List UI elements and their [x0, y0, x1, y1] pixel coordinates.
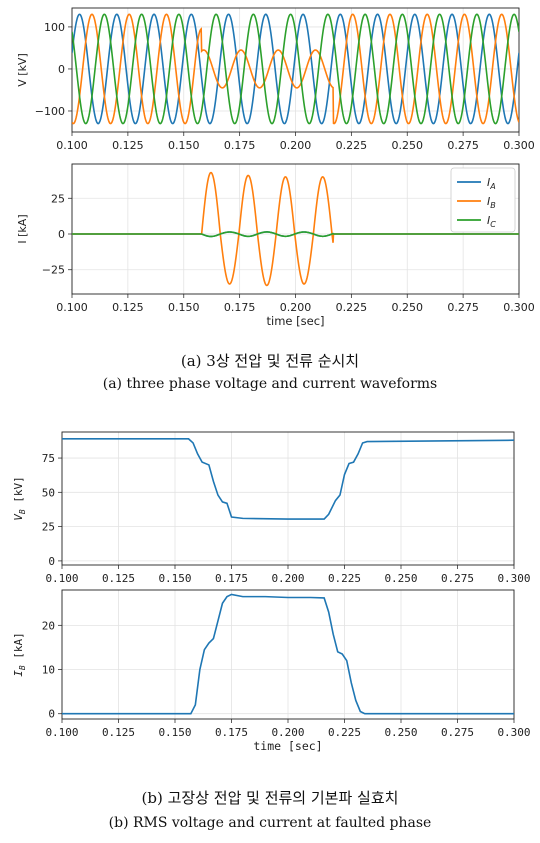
legend-label-symbol: I — [487, 214, 490, 227]
x-tick-label: 0.175 — [224, 301, 256, 314]
legend-label-i-a: IA — [487, 176, 496, 191]
y-label-symbol: V — [12, 513, 25, 521]
x-tick-label: 0.225 — [328, 572, 361, 585]
x-tick-label: 0.150 — [158, 726, 191, 739]
y-tick-label: 10 — [42, 664, 55, 677]
x-tick-label: 0.175 — [224, 139, 256, 152]
x-tick-label: 0.275 — [447, 139, 479, 152]
x-tick-label: 0.125 — [102, 726, 135, 739]
x-axis-label: time [sec] — [267, 314, 325, 328]
x-tick-label: 0.200 — [271, 572, 304, 585]
y-label-subscript: B — [18, 509, 27, 514]
x-tick-label: 0.225 — [336, 301, 368, 314]
x-tick-label: 0.225 — [328, 726, 361, 739]
y-tick-label: 0 — [58, 228, 65, 241]
x-tick-label: 0.275 — [441, 572, 474, 585]
legend-box — [450, 167, 516, 233]
caption-b-english: (b) RMS voltage and current at faulted p… — [108, 815, 432, 831]
legend-label-symbol: I — [487, 195, 490, 208]
y-tick-label: 50 — [42, 486, 55, 499]
caption-a-korean: (a) 3상 전압 및 전류 순시치 — [180, 352, 360, 370]
x-tick-label: 0.175 — [215, 726, 248, 739]
y-tick-label: 25 — [42, 521, 55, 534]
y-tick-label: 0 — [48, 708, 55, 721]
x-tick-label: 0.275 — [447, 301, 479, 314]
axes-frame — [71, 163, 520, 295]
x-tick-label: 0.225 — [336, 139, 368, 152]
x-tick-label: 0.250 — [392, 139, 424, 152]
x-tick-label: 0.100 — [56, 139, 88, 152]
y-tick-label: 25 — [51, 192, 65, 205]
x-tick-label: 0.100 — [56, 301, 88, 314]
voltage-series-b — [72, 13, 519, 125]
legend-label-subscript: C — [490, 220, 496, 229]
x-tick-label: 0.300 — [497, 572, 530, 585]
caption-a-english: (a) three phase voltage and current wave… — [102, 376, 438, 392]
y-tick-label: 20 — [42, 619, 55, 632]
caption-b-korean: (b) 고장상 전압 및 전류의 기본파 실효치 — [141, 789, 399, 807]
legend-label-i-b: IB — [487, 195, 496, 210]
x-tick-label: 0.125 — [102, 572, 135, 585]
axes-frame — [71, 7, 520, 133]
current-series-i-c — [72, 231, 519, 238]
y-tick-label: −25 — [42, 264, 65, 277]
legend-label-subscript: A — [489, 182, 495, 191]
x-tick-label: 0.275 — [441, 726, 474, 739]
x-tick-label: 0.300 — [503, 301, 535, 314]
voltage-series-a — [72, 13, 519, 125]
x-tick-label: 0.300 — [503, 139, 535, 152]
voltage-series-c — [72, 13, 519, 125]
x-tick-label: 0.150 — [158, 572, 191, 585]
x-tick-label: 0.100 — [45, 726, 78, 739]
y-tick-label: 100 — [44, 21, 65, 34]
axes-frame — [61, 431, 515, 566]
rms-current-panel: 0.100 0.125 0.150 0.175 0.200 0.225 0.250 0.275… — [12, 589, 531, 753]
x-tick-label: 0.100 — [45, 572, 78, 585]
x-tick-label: 0.200 — [280, 301, 312, 314]
x-tick-label: 0.200 — [280, 139, 312, 152]
x-tick-label: 0.250 — [392, 301, 424, 314]
y-tick-label: −100 — [35, 105, 65, 118]
y-axis-label: VB [kV] — [12, 476, 27, 521]
y-label-unit: [kV] — [12, 476, 25, 509]
rms-series-v-b — [62, 438, 514, 520]
x-tick-label: 0.125 — [112, 301, 144, 314]
y-axis-label: IB [kA] — [12, 632, 27, 677]
y-tick-label: 0 — [58, 63, 65, 76]
x-tick-label: 0.200 — [271, 726, 304, 739]
rms-series-i-b — [62, 593, 514, 715]
y-tick-label: 0 — [48, 555, 55, 568]
x-tick-label: 0.250 — [384, 572, 417, 585]
legend-label-i-c: IC — [487, 214, 496, 229]
y-label-subscript: B — [18, 665, 27, 670]
rms-voltage-panel: 0.100 0.125 0.150 0.175 0.200 0.225 0.250 0.275… — [12, 431, 531, 585]
axes-frame — [61, 589, 515, 720]
legend-label-symbol: I — [487, 176, 490, 189]
x-tick-label: 0.150 — [168, 301, 200, 314]
y-tick-label: 75 — [42, 452, 55, 465]
y-axis-label: I [kA] — [16, 214, 29, 243]
legend-label-subscript: B — [490, 201, 496, 210]
x-axis-label: time [sec] — [253, 739, 322, 753]
x-tick-label: 0.175 — [215, 572, 248, 585]
x-tick-label: 0.125 — [112, 139, 144, 152]
current-waveform-panel: 0.100 0.125 0.150 0.175 0.200 0.225 0.250 0.275… — [16, 163, 535, 328]
y-label-unit: [kA] — [12, 632, 25, 665]
y-label-symbol: I — [12, 670, 25, 677]
voltage-waveform-panel: 0.100 0.125 0.150 0.175 0.200 0.225 0.250 0.275… — [16, 7, 535, 152]
y-axis-label: V [kV] — [16, 53, 29, 87]
x-tick-label: 0.150 — [168, 139, 200, 152]
x-tick-label: 0.300 — [497, 726, 530, 739]
x-tick-label: 0.250 — [384, 726, 417, 739]
